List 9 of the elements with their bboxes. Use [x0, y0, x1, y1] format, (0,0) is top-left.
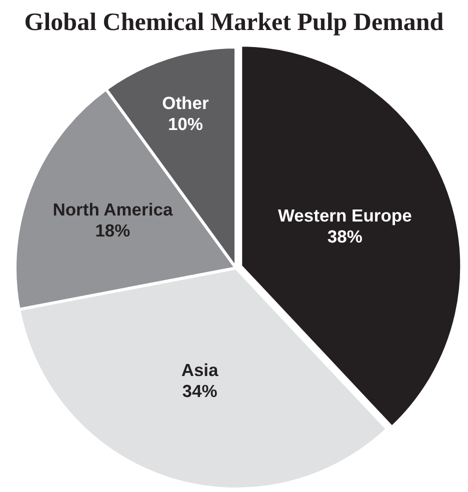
slice-label: Asia — [181, 360, 219, 380]
data-label: 10% — [168, 114, 204, 134]
data-label: 38% — [327, 226, 363, 246]
chart-title: Global Chemical Market Pulp Demand — [24, 9, 444, 36]
data-label: 34% — [182, 380, 218, 401]
slice-label: Western Europe — [278, 205, 412, 226]
slice-label: North America — [52, 200, 173, 220]
data-label: 18% — [95, 220, 131, 241]
slice-label: Other — [162, 92, 209, 113]
